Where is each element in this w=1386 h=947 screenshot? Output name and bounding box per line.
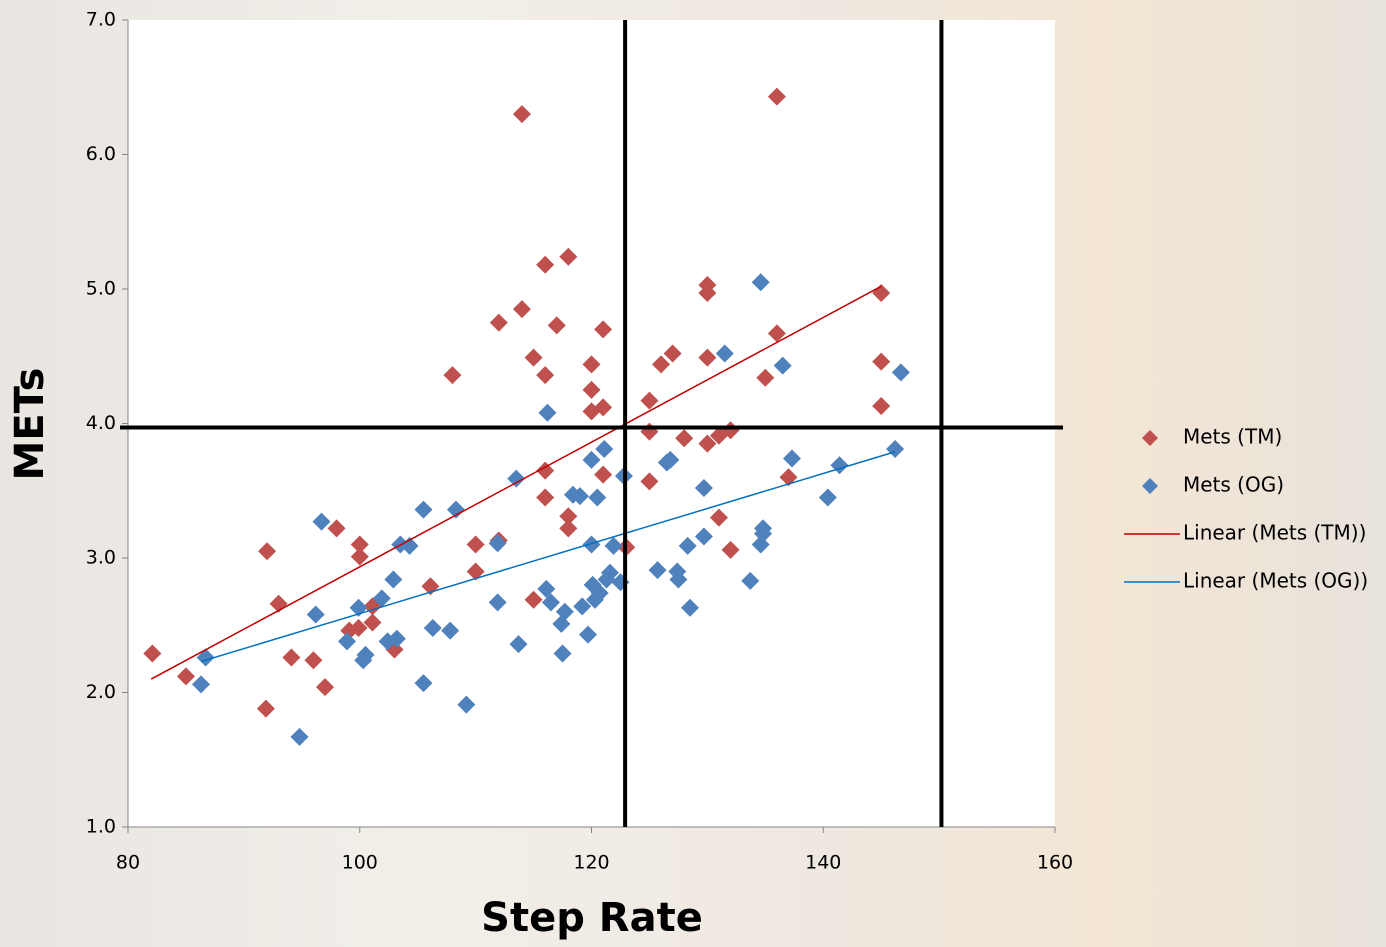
legend-marker bbox=[1142, 478, 1158, 494]
chart: Step Rate METs 1.0 2.0 3.0 4.0 5.0 6.0 7.0 80 10… bbox=[0, 0, 1386, 947]
y-tick-label: 1.0 bbox=[86, 816, 116, 838]
x-tick-label: 160 bbox=[1037, 852, 1073, 874]
legend-label: Linear (Mets (TM)) bbox=[1183, 521, 1366, 545]
x-axis-title: Step Rate bbox=[481, 895, 703, 941]
x-tick-label: 140 bbox=[805, 852, 841, 874]
y-tick-label: 2.0 bbox=[86, 681, 116, 703]
page: {"chart_data": { "type": "scatter", "x_l… bbox=[0, 0, 1386, 947]
y-tick-label: 3.0 bbox=[86, 547, 116, 569]
legend-label: Linear (Mets (OG)) bbox=[1183, 569, 1368, 593]
y-axis-title: METs bbox=[7, 368, 53, 481]
x-tick-label: 100 bbox=[342, 852, 378, 874]
y-tick-label: 6.0 bbox=[86, 143, 116, 165]
legend-label: Mets (TM) bbox=[1183, 425, 1282, 449]
y-tick-label: 4.0 bbox=[86, 412, 116, 434]
legend-label: Mets (OG) bbox=[1183, 473, 1284, 497]
y-tick-label: 7.0 bbox=[86, 9, 116, 31]
legend-marker bbox=[1142, 430, 1158, 446]
x-tick-label: 120 bbox=[573, 852, 609, 874]
y-tick-label: 5.0 bbox=[86, 278, 116, 300]
x-tick-label: 80 bbox=[116, 852, 140, 874]
